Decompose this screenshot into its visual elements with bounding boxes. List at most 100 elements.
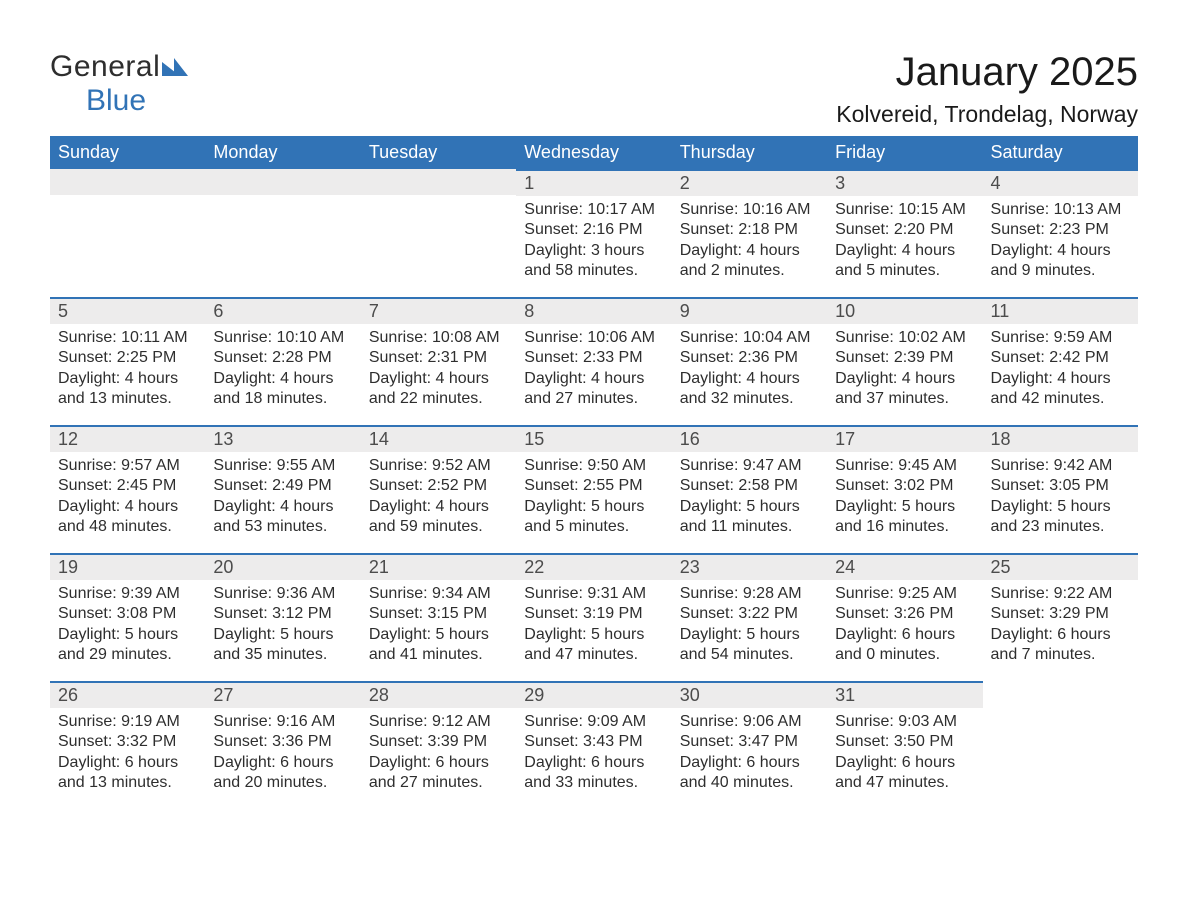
- daylight-line: Daylight: 3 hours and 58 minutes.: [524, 241, 665, 282]
- day-content: Sunrise: 9:12 AMSunset: 3:39 PMDaylight:…: [361, 708, 516, 798]
- sunrise-line: Sunrise: 9:31 AM: [524, 584, 665, 604]
- calendar-day-cell: 15Sunrise: 9:50 AMSunset: 2:55 PMDayligh…: [516, 425, 671, 553]
- weekday-header: Sunday: [50, 136, 205, 169]
- calendar-day-cell: 4Sunrise: 10:13 AMSunset: 2:23 PMDayligh…: [983, 169, 1138, 297]
- day-number: 25: [983, 553, 1138, 580]
- day-number: 7: [361, 297, 516, 324]
- weekday-header: Saturday: [983, 136, 1138, 169]
- daylight-line: Daylight: 5 hours and 23 minutes.: [991, 497, 1132, 538]
- logo-text-blue: Blue: [86, 84, 146, 118]
- sunrise-line: Sunrise: 10:16 AM: [680, 200, 821, 220]
- daylight-line: Daylight: 5 hours and 35 minutes.: [213, 625, 354, 666]
- sunrise-line: Sunrise: 9:59 AM: [991, 328, 1132, 348]
- sunrise-line: Sunrise: 10:11 AM: [58, 328, 199, 348]
- day-content: Sunrise: 9:42 AMSunset: 3:05 PMDaylight:…: [983, 452, 1138, 542]
- header: General Blue January 2025 Kolvereid, Tro…: [50, 50, 1138, 128]
- daylight-line: Daylight: 4 hours and 18 minutes.: [213, 369, 354, 410]
- sunrise-line: Sunrise: 9:09 AM: [524, 712, 665, 732]
- daylight-line: Daylight: 5 hours and 41 minutes.: [369, 625, 510, 666]
- sunrise-line: Sunrise: 9:42 AM: [991, 456, 1132, 476]
- calendar-body: 1Sunrise: 10:17 AMSunset: 2:16 PMDayligh…: [50, 169, 1138, 809]
- daylight-line: Daylight: 5 hours and 54 minutes.: [680, 625, 821, 666]
- daylight-line: Daylight: 5 hours and 16 minutes.: [835, 497, 976, 538]
- daylight-line: Daylight: 4 hours and 53 minutes.: [213, 497, 354, 538]
- sunrise-line: Sunrise: 9:50 AM: [524, 456, 665, 476]
- sunset-line: Sunset: 2:18 PM: [680, 220, 821, 240]
- sunset-line: Sunset: 2:33 PM: [524, 348, 665, 368]
- calendar-day-cell: 24Sunrise: 9:25 AMSunset: 3:26 PMDayligh…: [827, 553, 982, 681]
- calendar-table: SundayMondayTuesdayWednesdayThursdayFrid…: [50, 136, 1138, 809]
- day-content: Sunrise: 10:06 AMSunset: 2:33 PMDaylight…: [516, 324, 671, 414]
- sunset-line: Sunset: 3:50 PM: [835, 732, 976, 752]
- sunrise-line: Sunrise: 10:17 AM: [524, 200, 665, 220]
- day-content: Sunrise: 10:10 AMSunset: 2:28 PMDaylight…: [205, 324, 360, 414]
- daylight-line: Daylight: 4 hours and 32 minutes.: [680, 369, 821, 410]
- calendar-week-row: 19Sunrise: 9:39 AMSunset: 3:08 PMDayligh…: [50, 553, 1138, 681]
- day-content: Sunrise: 9:39 AMSunset: 3:08 PMDaylight:…: [50, 580, 205, 670]
- sunrise-line: Sunrise: 10:04 AM: [680, 328, 821, 348]
- day-number: 27: [205, 681, 360, 708]
- day-content: Sunrise: 10:08 AMSunset: 2:31 PMDaylight…: [361, 324, 516, 414]
- sunset-line: Sunset: 3:36 PM: [213, 732, 354, 752]
- day-number: 6: [205, 297, 360, 324]
- day-number: 26: [50, 681, 205, 708]
- day-content: Sunrise: 10:11 AMSunset: 2:25 PMDaylight…: [50, 324, 205, 414]
- page-title: January 2025: [836, 50, 1138, 95]
- daylight-line: Daylight: 6 hours and 40 minutes.: [680, 753, 821, 794]
- day-number: 4: [983, 169, 1138, 196]
- calendar-day-cell: 26Sunrise: 9:19 AMSunset: 3:32 PMDayligh…: [50, 681, 205, 809]
- sunset-line: Sunset: 3:22 PM: [680, 604, 821, 624]
- day-number: 12: [50, 425, 205, 452]
- sunrise-line: Sunrise: 9:36 AM: [213, 584, 354, 604]
- weekday-header: Tuesday: [361, 136, 516, 169]
- sunset-line: Sunset: 3:43 PM: [524, 732, 665, 752]
- calendar-day-cell: 9Sunrise: 10:04 AMSunset: 2:36 PMDayligh…: [672, 297, 827, 425]
- day-content: Sunrise: 9:34 AMSunset: 3:15 PMDaylight:…: [361, 580, 516, 670]
- logo-flag-icon-2: [174, 58, 188, 76]
- daylight-line: Daylight: 6 hours and 13 minutes.: [58, 753, 199, 794]
- calendar-day-cell: 29Sunrise: 9:09 AMSunset: 3:43 PMDayligh…: [516, 681, 671, 809]
- sunset-line: Sunset: 2:16 PM: [524, 220, 665, 240]
- calendar-day-cell: [50, 169, 205, 297]
- sunset-line: Sunset: 3:08 PM: [58, 604, 199, 624]
- calendar-day-cell: 23Sunrise: 9:28 AMSunset: 3:22 PMDayligh…: [672, 553, 827, 681]
- sunset-line: Sunset: 2:39 PM: [835, 348, 976, 368]
- day-content: Sunrise: 9:31 AMSunset: 3:19 PMDaylight:…: [516, 580, 671, 670]
- calendar-week-row: 1Sunrise: 10:17 AMSunset: 2:16 PMDayligh…: [50, 169, 1138, 297]
- day-number: 16: [672, 425, 827, 452]
- day-content: Sunrise: 9:03 AMSunset: 3:50 PMDaylight:…: [827, 708, 982, 798]
- day-content: Sunrise: 9:28 AMSunset: 3:22 PMDaylight:…: [672, 580, 827, 670]
- sunrise-line: Sunrise: 10:10 AM: [213, 328, 354, 348]
- day-number: 11: [983, 297, 1138, 324]
- logo-text-general: General: [50, 50, 160, 83]
- sunrise-line: Sunrise: 9:03 AM: [835, 712, 976, 732]
- daylight-line: Daylight: 4 hours and 59 minutes.: [369, 497, 510, 538]
- sunset-line: Sunset: 2:55 PM: [524, 476, 665, 496]
- day-content: Sunrise: 10:15 AMSunset: 2:20 PMDaylight…: [827, 196, 982, 286]
- sunrise-line: Sunrise: 9:22 AM: [991, 584, 1132, 604]
- sunrise-line: Sunrise: 9:25 AM: [835, 584, 976, 604]
- sunrise-line: Sunrise: 9:16 AM: [213, 712, 354, 732]
- sunrise-line: Sunrise: 10:08 AM: [369, 328, 510, 348]
- calendar-day-cell: 2Sunrise: 10:16 AMSunset: 2:18 PMDayligh…: [672, 169, 827, 297]
- day-content: Sunrise: 10:13 AMSunset: 2:23 PMDaylight…: [983, 196, 1138, 286]
- weekday-header: Wednesday: [516, 136, 671, 169]
- day-number: 31: [827, 681, 982, 708]
- day-content: Sunrise: 9:16 AMSunset: 3:36 PMDaylight:…: [205, 708, 360, 798]
- sunset-line: Sunset: 2:31 PM: [369, 348, 510, 368]
- sunrise-line: Sunrise: 9:12 AM: [369, 712, 510, 732]
- day-number: 17: [827, 425, 982, 452]
- daylight-line: Daylight: 4 hours and 48 minutes.: [58, 497, 199, 538]
- day-number: 2: [672, 169, 827, 196]
- day-content: Sunrise: 9:45 AMSunset: 3:02 PMDaylight:…: [827, 452, 982, 542]
- calendar-day-cell: 10Sunrise: 10:02 AMSunset: 2:39 PMDaylig…: [827, 297, 982, 425]
- calendar-day-cell: 13Sunrise: 9:55 AMSunset: 2:49 PMDayligh…: [205, 425, 360, 553]
- daylight-line: Daylight: 5 hours and 47 minutes.: [524, 625, 665, 666]
- daylight-line: Daylight: 5 hours and 29 minutes.: [58, 625, 199, 666]
- calendar-day-cell: 31Sunrise: 9:03 AMSunset: 3:50 PMDayligh…: [827, 681, 982, 809]
- day-number: 30: [672, 681, 827, 708]
- sunset-line: Sunset: 2:20 PM: [835, 220, 976, 240]
- calendar-day-cell: [361, 169, 516, 297]
- calendar-week-row: 12Sunrise: 9:57 AMSunset: 2:45 PMDayligh…: [50, 425, 1138, 553]
- calendar-day-cell: 18Sunrise: 9:42 AMSunset: 3:05 PMDayligh…: [983, 425, 1138, 553]
